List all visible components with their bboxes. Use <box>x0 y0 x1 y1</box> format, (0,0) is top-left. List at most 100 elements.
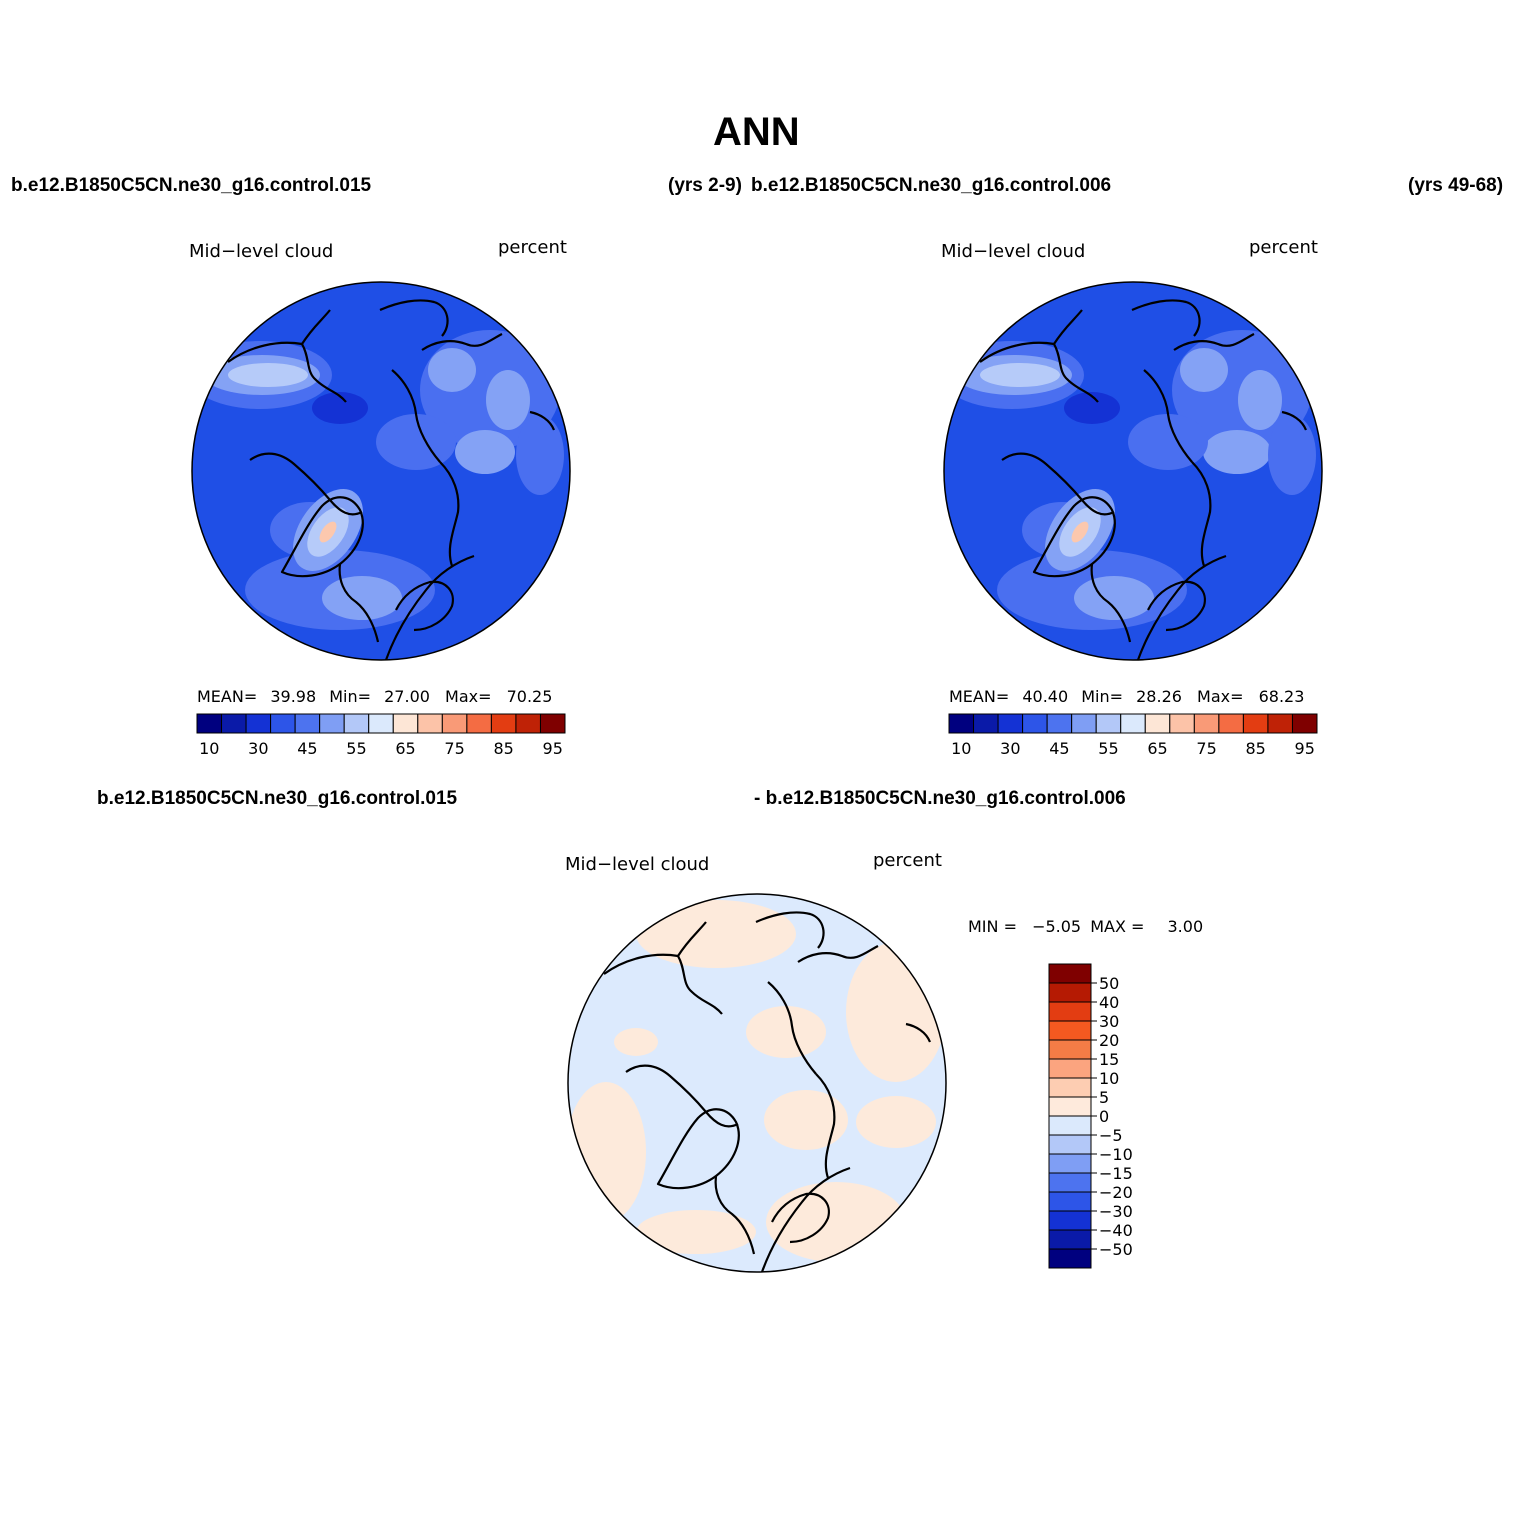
colorbar-box <box>417 713 443 734</box>
colorbar-box <box>1048 1153 1092 1174</box>
colorbar-box <box>1048 1134 1092 1155</box>
colorbar-tick-label: 40 <box>1099 993 1119 1012</box>
panel1-map <box>191 281 571 661</box>
colorbar-tick-label: 30 <box>248 739 268 758</box>
colorbar-box <box>1046 713 1073 734</box>
coastline <box>338 563 380 643</box>
coastline <box>905 1022 932 1043</box>
field-region <box>376 414 456 470</box>
field-region <box>746 1006 826 1058</box>
map-field <box>192 282 570 660</box>
coastline <box>421 333 503 351</box>
coastline <box>227 309 331 363</box>
colorbar-tick-label: 30 <box>1000 739 1020 758</box>
coastline <box>656 1108 740 1190</box>
field-region <box>1064 392 1120 424</box>
colorbar-tick-label: −50 <box>1099 1240 1133 1259</box>
colorbar-tick-label: 20 <box>1099 1031 1119 1050</box>
coastline <box>815 1073 836 1179</box>
coastline <box>1281 410 1308 431</box>
colorbar-tick-label: 95 <box>1295 739 1315 758</box>
colorbar-tick-label: 30 <box>1099 1012 1119 1031</box>
colorbar-box <box>973 713 999 734</box>
colorbar-tick-label: 5 <box>1099 1088 1109 1107</box>
field-region <box>856 1096 936 1148</box>
field-region <box>764 1090 848 1150</box>
diff-case1-name: b.e12.B1850C5CN.ne30_g16.control.015 <box>97 788 458 809</box>
colorbar-tick-label: 0 <box>1099 1107 1109 1126</box>
case1-name: b.e12.B1850C5CN.ne30_g16.control.015 <box>11 175 372 196</box>
panel1-stats: MEAN= 39.98 Min= 27.00 Max= 70.25 <box>197 687 552 706</box>
colorbar-box <box>294 713 321 734</box>
coastline <box>771 1192 830 1244</box>
diff-min: −5.05 <box>1032 917 1082 936</box>
coastline <box>301 343 347 403</box>
colorbar-tick-label: 45 <box>1049 739 1069 758</box>
colorbar-box <box>1242 713 1269 734</box>
colorbar-tick-label: 75 <box>1196 739 1216 758</box>
colorbar-box <box>1048 963 1092 984</box>
colorbar-box <box>319 713 345 734</box>
field-region <box>1071 521 1089 543</box>
colorbar-tick-label: 85 <box>493 739 513 758</box>
colorbar-box <box>515 713 541 734</box>
coastline <box>714 1175 756 1255</box>
colorbar-box <box>1048 1096 1092 1117</box>
coastline <box>760 1166 851 1272</box>
coastline <box>767 981 817 1075</box>
colorbar-tick-label: 75 <box>444 739 464 758</box>
panel1-min: 27.00 <box>384 687 430 706</box>
colorbar-box <box>1193 713 1220 734</box>
coastline <box>395 580 454 632</box>
panel1-mean: 39.98 <box>270 687 317 706</box>
field-region <box>1238 370 1282 430</box>
colorbar-tick-label: 10 <box>1099 1069 1119 1088</box>
colorbar-box <box>948 713 975 734</box>
colorbar-tick-label: −10 <box>1099 1145 1133 1164</box>
panel2-max-label: Max= <box>1197 687 1244 706</box>
field-region <box>428 348 476 392</box>
colorbar-box <box>1022 713 1048 734</box>
colorbar-tick-label: 55 <box>346 739 366 758</box>
case2-name: b.e12.B1850C5CN.ne30_g16.control.006 <box>751 175 1112 196</box>
colorbar-box <box>1048 1115 1092 1136</box>
coastline <box>379 299 449 337</box>
coastline <box>1191 461 1212 567</box>
coastline <box>755 911 825 949</box>
coastline <box>677 955 723 1015</box>
colorbar-box <box>1048 1077 1092 1098</box>
colorbar-box <box>1048 1248 1092 1269</box>
colorbar-tick-label: 95 <box>543 739 563 758</box>
map-boundary <box>943 281 1323 661</box>
colorbar-box <box>1218 713 1244 734</box>
diff-max-label: MAX = <box>1090 917 1145 936</box>
panel2-mean-label: MEAN= <box>949 687 1010 706</box>
colorbar-box <box>1048 1229 1092 1250</box>
panel1-mean-label: MEAN= <box>197 687 258 706</box>
coastline <box>1090 563 1132 643</box>
colorbar-box <box>221 713 247 734</box>
panel1-units: percent <box>498 237 567 258</box>
coastline <box>797 945 879 963</box>
colorbar-tick-label: 10 <box>199 739 219 758</box>
field-region <box>486 370 530 430</box>
coastline <box>1173 333 1255 351</box>
colorbar-box <box>270 713 296 734</box>
coastline <box>625 1064 739 1128</box>
diff-stats: MIN = −5.05 MAX = 3.00 <box>968 917 1203 936</box>
field-region <box>636 1210 756 1254</box>
panel2-variable: Mid−level cloud <box>941 241 1086 262</box>
map-boundary <box>567 893 947 1273</box>
coastline <box>280 496 364 578</box>
field-region <box>568 1082 646 1222</box>
colorbar-box <box>1169 713 1195 734</box>
figure-title: ANN <box>713 110 800 154</box>
panel1-min-label: Min= <box>329 687 372 706</box>
colorbar-box <box>466 713 492 734</box>
colorbar-box <box>1048 1191 1092 1212</box>
coastline <box>439 461 460 567</box>
coastline <box>603 921 707 975</box>
field-region <box>980 363 1060 387</box>
panel2-map <box>943 281 1323 661</box>
panel1-max-label: Max= <box>445 687 492 706</box>
